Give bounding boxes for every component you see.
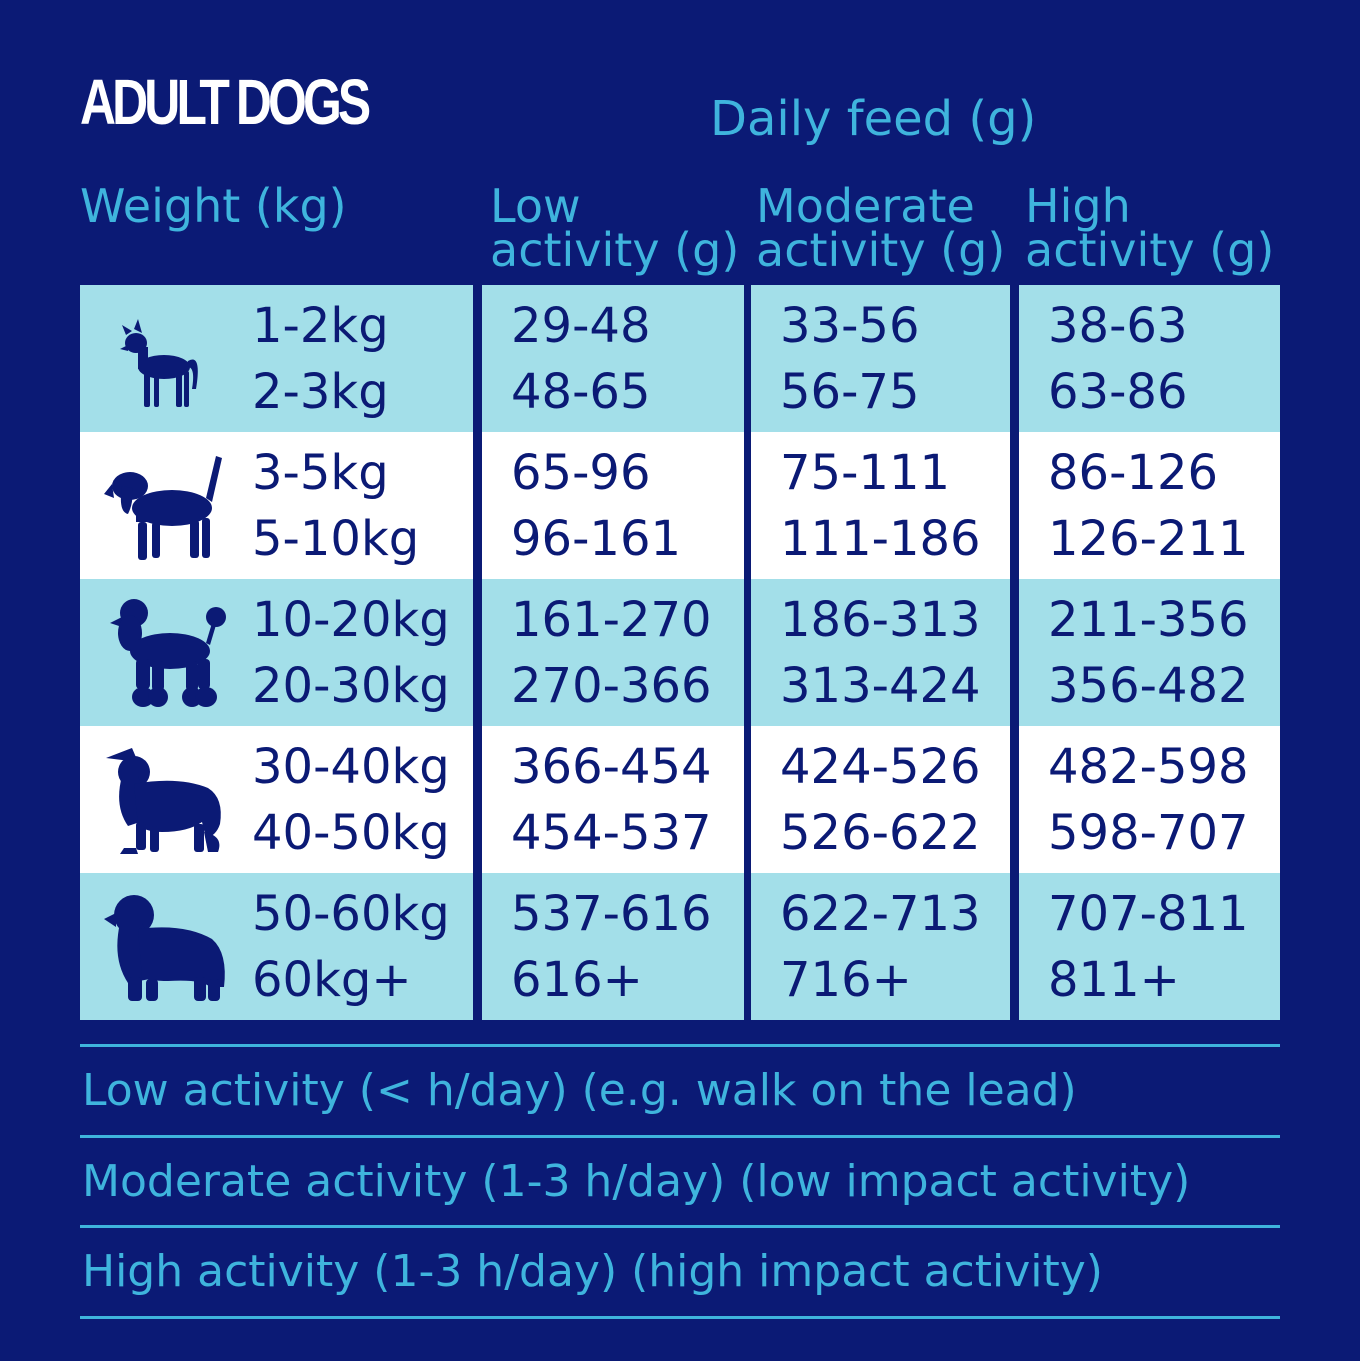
weight-cell: 3-5kg 5-10kg (80, 432, 473, 579)
low-activity-cell: 65-96 96-161 (482, 432, 744, 579)
page-title: ADULT DOGS (80, 66, 371, 138)
moderate-activity-cell: 186-313 313-424 (751, 579, 1010, 726)
feed-value: 65-96 (511, 445, 651, 501)
low-activity-cell: 161-270 270-366 (482, 579, 744, 726)
weight-range-value: 10-20kg (252, 592, 450, 648)
moderate-activity-cell: 75-111 111-186 (751, 432, 1010, 579)
feed-value: 537-616 (511, 886, 712, 942)
divider (80, 1225, 1280, 1228)
moderate-activity-cell: 33-56 56-75 (751, 285, 1010, 432)
table-row: 50-60kg 60kg+ 537-616 616+ 622-713 716+ … (80, 873, 1280, 1020)
feed-value: 622-713 (780, 886, 981, 942)
high-activity-note: High activity (1-3 h/day) (high impact a… (82, 1246, 1103, 1297)
weight-range-value: 3-5kg (252, 445, 389, 501)
weight-range-value: 60kg+ (252, 952, 412, 1008)
feed-value: 454-537 (511, 805, 712, 861)
feed-value: 111-186 (780, 511, 981, 567)
feed-value: 616+ (511, 952, 643, 1008)
feed-value: 186-313 (780, 592, 981, 648)
daily-feed-heading: Daily feed (g) (710, 91, 1037, 147)
weight-column-header: Weight (kg) (80, 179, 347, 233)
feed-value: 811+ (1048, 952, 1180, 1008)
weight-range-value: 50-60kg (252, 886, 450, 942)
weight-cell: 1-2kg 2-3kg (80, 285, 473, 432)
weight-cell: 30-40kg 40-50kg (80, 726, 473, 873)
feed-value: 96-161 (511, 511, 682, 567)
beagle-icon (104, 456, 222, 560)
weight-range-value: 30-40kg (252, 739, 450, 795)
feed-value: 707-811 (1048, 886, 1249, 942)
feed-value: 38-63 (1048, 298, 1188, 354)
table-row: 10-20kg 20-30kg 161-270 270-366 186-313 … (80, 579, 1280, 726)
collie-icon (106, 748, 221, 854)
low-activity-column-header: Low activity (g) (490, 179, 740, 277)
feed-value: 33-56 (780, 298, 920, 354)
feed-value: 75-111 (780, 445, 951, 501)
feed-value: 482-598 (1048, 739, 1249, 795)
feed-value: 356-482 (1048, 658, 1249, 714)
high-activity-cell: 211-356 356-482 (1019, 579, 1280, 726)
low-activity-cell: 537-616 616+ (482, 873, 744, 1020)
poodle-icon (110, 599, 226, 707)
feed-value: 526-622 (780, 805, 981, 861)
moderate-activity-note: Moderate activity (1-3 h/day) (low impac… (82, 1156, 1191, 1207)
weight-range-value: 40-50kg (252, 805, 450, 861)
feed-value: 313-424 (780, 658, 981, 714)
feed-value: 48-65 (511, 364, 651, 420)
divider (80, 1135, 1280, 1138)
feed-value: 366-454 (511, 739, 712, 795)
chihuahua-icon (120, 319, 198, 407)
feed-value: 56-75 (780, 364, 920, 420)
weight-cell: 10-20kg 20-30kg (80, 579, 473, 726)
weight-range-value: 1-2kg (252, 298, 389, 354)
divider (80, 1316, 1280, 1319)
high-activity-column-header: High activity (g) (1025, 179, 1275, 277)
feed-value: 63-86 (1048, 364, 1188, 420)
high-activity-cell: 482-598 598-707 (1019, 726, 1280, 873)
weight-range-value: 20-30kg (252, 658, 450, 714)
high-activity-cell: 707-811 811+ (1019, 873, 1280, 1020)
low-activity-cell: 29-48 48-65 (482, 285, 744, 432)
table-row: 3-5kg 5-10kg 65-96 96-161 75-111 111-186… (80, 432, 1280, 579)
feed-value: 211-356 (1048, 592, 1249, 648)
feed-value: 126-211 (1048, 511, 1249, 567)
moderate-activity-cell: 622-713 716+ (751, 873, 1010, 1020)
divider (80, 1044, 1280, 1047)
feeding-table: 1-2kg 2-3kg 29-48 48-65 33-56 56-75 38-6… (80, 285, 1280, 1022)
feed-value: 270-366 (511, 658, 712, 714)
newfoundland-icon (104, 895, 225, 1001)
weight-range-value: 5-10kg (252, 511, 420, 567)
feed-value: 424-526 (780, 739, 981, 795)
feed-value: 598-707 (1048, 805, 1249, 861)
table-row: 1-2kg 2-3kg 29-48 48-65 33-56 56-75 38-6… (80, 285, 1280, 432)
high-activity-cell: 38-63 63-86 (1019, 285, 1280, 432)
feed-value: 161-270 (511, 592, 712, 648)
feed-value: 86-126 (1048, 445, 1219, 501)
moderate-activity-cell: 424-526 526-622 (751, 726, 1010, 873)
weight-cell: 50-60kg 60kg+ (80, 873, 473, 1020)
feed-value: 716+ (780, 952, 912, 1008)
feed-value: 29-48 (511, 298, 651, 354)
low-activity-note: Low activity (< h/day) (e.g. walk on the… (82, 1065, 1077, 1116)
high-activity-cell: 86-126 126-211 (1019, 432, 1280, 579)
moderate-activity-column-header: Moderate activity (g) (756, 179, 1006, 277)
low-activity-cell: 366-454 454-537 (482, 726, 744, 873)
table-row: 30-40kg 40-50kg 366-454 454-537 424-526 … (80, 726, 1280, 873)
weight-range-value: 2-3kg (252, 364, 389, 420)
